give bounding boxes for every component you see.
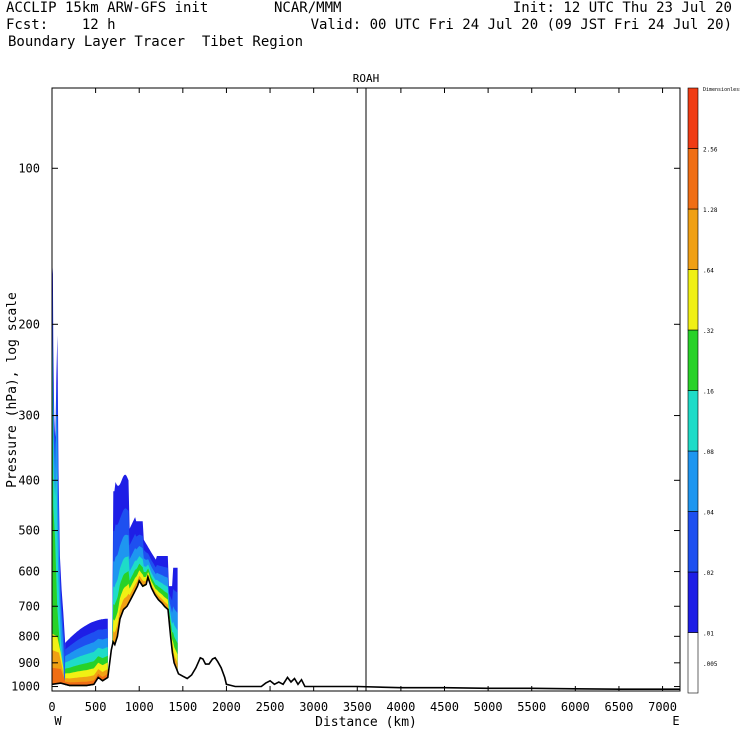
header-field: Boundary Layer Tracer Tibet Region — [8, 34, 304, 50]
y-tick-label: 1000 — [11, 680, 40, 694]
colorbar-label: .08 — [703, 449, 714, 456]
x-tick-label: 2500 — [256, 700, 285, 714]
chart-title: ROAH — [353, 72, 380, 85]
plot-frame — [51, 87, 681, 692]
colorbar-header: Dimensionless — [703, 87, 740, 93]
header-init: Init: 12 UTC Thu 23 Jul 20 — [512, 0, 732, 16]
x-axis-west-label: W — [54, 714, 62, 728]
x-tick-label: 6000 — [561, 700, 590, 714]
x-tick-label: 500 — [85, 700, 107, 714]
y-tick-label: 800 — [18, 629, 40, 643]
colorbar-label: .005 — [703, 661, 718, 668]
tracer-contour — [52, 667, 66, 685]
colorbar-label: .02 — [703, 570, 714, 577]
header-org: NCAR/MMM — [274, 0, 342, 16]
y-tick-label: 600 — [18, 565, 40, 579]
colorbar-swatch — [687, 511, 699, 573]
x-tick-label: 4000 — [386, 700, 415, 714]
y-tick-label: 200 — [18, 317, 40, 331]
colorbar: .01 .02 .04 .08 .16 .32 .64 1.28 2.56 .005 Dimensi… — [687, 87, 740, 694]
x-tick-label: 3500 — [343, 700, 372, 714]
colorbar-swatch — [687, 269, 699, 331]
tracer-contour — [112, 574, 178, 673]
x-tick-label: 0 — [48, 700, 55, 714]
colorbar-label: 2.56 — [703, 147, 718, 154]
y-tick-label: 500 — [18, 524, 40, 538]
x-tick-label: 1500 — [168, 700, 197, 714]
x-tick-label: 2000 — [212, 700, 241, 714]
y-tick-label: 400 — [18, 473, 40, 487]
tracer-plumes — [52, 259, 178, 687]
colorbar-label: .16 — [703, 389, 714, 396]
x-tick-label: 4500 — [430, 700, 459, 714]
colorbar-swatch — [687, 148, 699, 210]
x-axis-label: Distance (km) — [315, 715, 417, 730]
x-tick-label: 7000 — [648, 700, 677, 714]
tracer-contour — [65, 668, 108, 687]
header-model: ACCLIP 15km ARW-GFS init — [6, 0, 209, 16]
tracer-contour — [65, 673, 108, 687]
x-axis-east-label: E — [672, 714, 679, 728]
colorbar-label: .32 — [703, 328, 714, 335]
header-forecast: Fcst: 12 h — [6, 17, 116, 33]
colorbar-swatch — [687, 390, 699, 452]
colorbar-label: 1.28 — [703, 207, 718, 214]
x-tick-label: 5000 — [474, 700, 503, 714]
colorbar-swatch — [687, 208, 699, 270]
y-axis-label: Pressure (hPa), log scale — [5, 292, 20, 488]
y-tick-label: 100 — [18, 161, 40, 175]
y-tick-label: 700 — [18, 599, 40, 613]
colorbar-label: .64 — [703, 268, 714, 275]
x-tick-label: 3000 — [299, 700, 328, 714]
colorbar-swatch — [687, 632, 699, 694]
colorbar-swatch — [687, 329, 699, 391]
colorbar-swatch — [687, 450, 699, 512]
y-tick-label: 900 — [18, 656, 40, 670]
colorbar-swatch — [687, 571, 699, 633]
header-valid: Valid: 00 UTC Fri 24 Jul 20 (09 JST Fri … — [310, 17, 732, 33]
y-tick-label: 300 — [18, 409, 40, 423]
x-tick-label: 5500 — [517, 700, 546, 714]
terrain-profile-line — [52, 574, 680, 690]
colorbar-label: .01 — [703, 631, 714, 638]
x-tick-label: 1000 — [125, 700, 154, 714]
axes: 0 500 1000 1500 2000 2500 3000 3500 4000 4500 5000… — [11, 88, 680, 714]
tracer-contour — [52, 329, 63, 685]
colorbar-label: .04 — [703, 510, 714, 517]
colorbar-swatch — [687, 87, 699, 149]
x-tick-label: 6500 — [604, 700, 633, 714]
